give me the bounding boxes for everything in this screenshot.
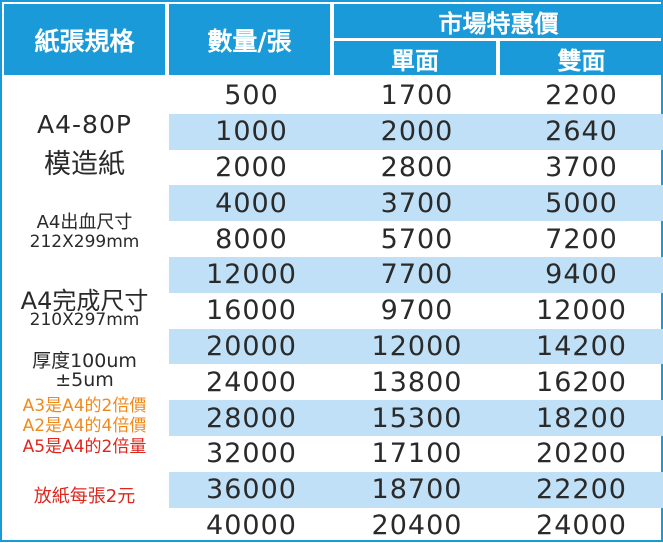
double-price-cell: 9400 xyxy=(545,259,618,291)
double-price-cell: 5000 xyxy=(545,187,618,219)
note-loose-sheet-fee: 放紙每張2元 xyxy=(33,486,136,507)
double-price-cell: 22200 xyxy=(536,474,627,506)
quantity-cell: 20000 xyxy=(206,330,297,362)
table-row: 24000 13800 16200 xyxy=(169,364,663,400)
note-a3-price: A3是A4的2倍價 xyxy=(22,396,147,416)
single-price-cell: 18700 xyxy=(371,474,463,506)
double-price-cell: 7200 xyxy=(545,223,618,255)
header-single-sided: 單面 xyxy=(334,41,496,75)
table-row: 2000 2800 3700 xyxy=(169,150,663,186)
double-price-cell: 16200 xyxy=(536,366,627,398)
quantity-cell: 40000 xyxy=(206,509,297,541)
single-price-cell: 9700 xyxy=(380,295,454,327)
finish-size-label: A4完成尺寸 xyxy=(20,287,149,315)
double-price-cell: 18200 xyxy=(536,402,627,434)
table-row: 36000 18700 22200 xyxy=(169,471,663,508)
single-price-cell: 20400 xyxy=(371,509,463,541)
single-price-cell: 2000 xyxy=(380,116,454,148)
header-double-sided: 雙面 xyxy=(500,41,663,75)
note-a5-quantity: A5是A4的2倍量 xyxy=(22,437,147,457)
table-row: 40000 20400 24000 xyxy=(169,508,663,543)
double-price-cell: 14200 xyxy=(536,330,627,362)
single-price-cell: 5700 xyxy=(380,223,454,255)
note-a2-price: A2是A4的4倍價 xyxy=(22,416,147,436)
header-quantity: 數量/張 xyxy=(169,4,330,75)
quantity-cell: 36000 xyxy=(206,474,297,506)
table-row: 20000 12000 14200 xyxy=(169,328,663,365)
thickness: 厚度100um xyxy=(32,350,137,372)
bleed-size-dimensions: 212X299mm xyxy=(29,232,140,252)
paper-size: A4-80P xyxy=(37,110,132,139)
spec-notes-column: A4-80P 模造紙 A4出血尺寸 212X299mm A4完成尺寸 210X2… xyxy=(4,78,165,542)
single-price-cell: 12000 xyxy=(371,330,463,362)
quantity-cell: 28000 xyxy=(206,402,297,434)
quantity-cell: 2000 xyxy=(215,151,288,183)
bleed-size-label: A4出血尺寸 xyxy=(36,212,133,233)
finish-size-dimensions: 210X297mm xyxy=(29,310,140,330)
single-price-cell: 7700 xyxy=(380,259,454,291)
double-price-cell: 2200 xyxy=(545,80,618,112)
double-price-cell: 3700 xyxy=(545,151,618,183)
table-row: 16000 9700 12000 xyxy=(169,293,663,329)
quantity-cell: 1000 xyxy=(215,116,288,148)
double-price-cell: 20200 xyxy=(536,438,627,470)
double-price-cell: 12000 xyxy=(536,295,627,327)
header-paper-spec: 紙張規格 xyxy=(4,4,165,75)
double-price-cell: 24000 xyxy=(536,509,627,541)
quantity-cell: 4000 xyxy=(215,187,288,219)
table-row: 4000 3700 5000 xyxy=(169,185,663,222)
single-price-cell: 3700 xyxy=(380,187,454,219)
table-row: 1000 2000 2640 xyxy=(169,113,663,150)
table-row: 12000 7700 9400 xyxy=(169,256,663,293)
quantity-cell: 24000 xyxy=(206,366,297,398)
double-price-cell: 2640 xyxy=(545,116,618,148)
quantity-cell: 12000 xyxy=(206,259,297,291)
single-price-cell: 17100 xyxy=(371,438,463,470)
thickness-tolerance: ±5um xyxy=(55,369,114,391)
quantity-cell: 8000 xyxy=(215,223,288,255)
table-row: 32000 17100 20200 xyxy=(169,436,663,472)
quantity-cell: 500 xyxy=(224,80,279,112)
paper-type: 模造紙 xyxy=(44,149,125,180)
table-row: 28000 15300 18200 xyxy=(169,400,663,436)
single-price-cell: 15300 xyxy=(371,402,463,434)
table-row: 8000 5700 7200 xyxy=(169,221,663,257)
price-rows: 500 1700 2200 1000 2000 2640 2000 2800 3700 4000 3… xyxy=(169,78,663,543)
table-row: 500 1700 2200 xyxy=(169,78,663,114)
header-special-price: 市場特惠價 xyxy=(334,4,663,38)
single-price-cell: 1700 xyxy=(380,80,454,112)
quantity-cell: 32000 xyxy=(206,438,297,470)
single-price-cell: 2800 xyxy=(380,151,454,183)
quantity-cell: 16000 xyxy=(206,295,297,327)
single-price-cell: 13800 xyxy=(371,366,463,398)
